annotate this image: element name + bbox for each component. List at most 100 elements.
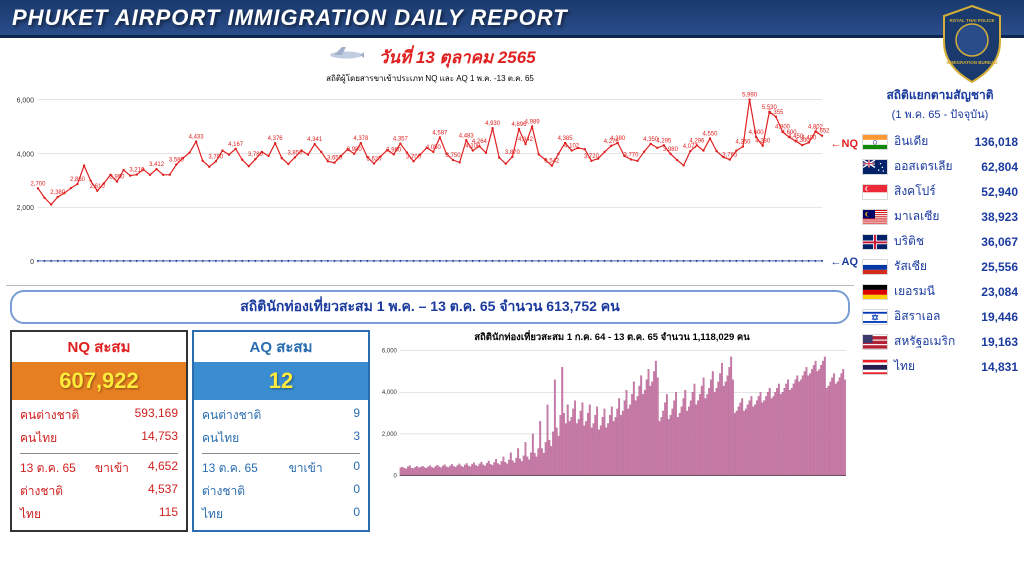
nationality-row: ไทย14,831 (862, 354, 1018, 379)
nq-total: 607,922 (12, 362, 186, 400)
svg-text:4,378: 4,378 (353, 136, 369, 142)
nationality-value: 14,831 (981, 360, 1018, 374)
nationality-title: สถิติแยกตามสัญชาติ (862, 86, 1018, 105)
svg-text:3,412: 3,412 (149, 162, 165, 168)
svg-text:4,342: 4,342 (518, 137, 534, 143)
svg-text:5,355: 5,355 (768, 110, 784, 116)
flag-icon (862, 234, 888, 250)
stat-row: ไทย115 (20, 503, 178, 526)
flag-icon (862, 184, 888, 200)
svg-text:4,077: 4,077 (683, 144, 699, 150)
aq-date: 13 ต.ค. 65 (202, 459, 258, 478)
aq-total: 12 (194, 362, 368, 400)
svg-text:3,870: 3,870 (505, 150, 521, 156)
svg-text:3,700: 3,700 (208, 154, 224, 160)
svg-text:4,102: 4,102 (564, 144, 580, 150)
svg-text:3,580: 3,580 (169, 158, 185, 164)
svg-text:3,780: 3,780 (248, 152, 264, 158)
svg-text:4,400: 4,400 (801, 136, 817, 142)
police-badge-icon: ROYAL THAI POLICE IMMIGRATION BUREAU (938, 4, 1006, 84)
nq-entry-label: ขาเข้า (95, 459, 129, 478)
svg-text:4,280: 4,280 (755, 139, 771, 145)
nationality-value: 62,804 (981, 160, 1018, 174)
stat-row: คนต่างชาติ9 (202, 404, 360, 427)
stat-row: ต่างชาติ0 (202, 480, 360, 503)
svg-text:3,650: 3,650 (327, 156, 343, 162)
nationality-name: สิงคโปร์ (894, 182, 981, 201)
svg-text:4,296: 4,296 (689, 138, 705, 144)
stat-row: คนไทย14,753 (20, 427, 178, 450)
nq-stat-box: NQ สะสม 607,922 คนต่างชาติ593,169คนไทย14… (10, 330, 188, 532)
svg-text:5,990: 5,990 (742, 93, 758, 99)
nationality-value: 25,556 (981, 260, 1018, 274)
nationality-row: สิงคโปร์52,940 (862, 179, 1018, 204)
aq-series-label: ←AQ (831, 256, 859, 268)
flag-icon (862, 284, 888, 300)
nationality-row: ออสเตรเลีย62,804 (862, 154, 1018, 179)
aq-entry-label: ขาเข้า (289, 459, 323, 478)
nq-series-label: ←NQ (831, 138, 859, 150)
svg-text:4,385: 4,385 (558, 136, 574, 142)
svg-text:2,610: 2,610 (90, 184, 106, 190)
nationality-value: 36,067 (981, 235, 1018, 249)
aq-box-title: AQ สะสม (194, 332, 368, 362)
svg-text:3,720: 3,720 (584, 154, 600, 160)
flag-icon (862, 359, 888, 375)
bar-chart-cumulative: 02,0004,0006,000 (374, 346, 850, 494)
chart2-title: สถิตินักท่องเที่ยวสะสม 1 ก.ค. 64 - 13 ต.… (374, 330, 850, 345)
nq-entry-value: 4,652 (148, 459, 178, 478)
svg-text:2,000: 2,000 (382, 432, 398, 438)
nationality-value: 38,923 (981, 210, 1018, 224)
svg-text:4,587: 4,587 (432, 130, 448, 136)
svg-text:2,950: 2,950 (110, 175, 126, 181)
svg-text:3,770: 3,770 (623, 152, 639, 158)
svg-text:4,380: 4,380 (610, 136, 626, 142)
nationality-value: 23,084 (981, 285, 1018, 299)
svg-text:3,210: 3,210 (129, 168, 145, 174)
svg-text:4,167: 4,167 (228, 142, 244, 148)
chart1-title: สถิติผู้โดยสารขาเข้าประเภท NQ และ AQ 1 พ… (6, 72, 854, 85)
nationality-name: รัสเซีย (894, 257, 981, 276)
nationality-value: 52,940 (981, 185, 1018, 199)
stat-row: คนต่างชาติ593,169 (20, 404, 178, 427)
svg-text:4,000: 4,000 (17, 151, 35, 158)
svg-text:4,550: 4,550 (703, 131, 719, 137)
date-row: วันที่ 13 ตุลาคม 2565 (6, 42, 854, 72)
svg-text:4,989: 4,989 (525, 120, 541, 126)
nationality-row: มาเลเซีย38,923 (862, 204, 1018, 229)
svg-text:2,700: 2,700 (31, 181, 47, 187)
nationality-name: บริติช (894, 232, 981, 251)
nationality-subtitle: (1 พ.ค. 65 - ปัจจุบัน) (862, 105, 1018, 123)
line-chart-nq-aq: 02,0004,0006,0002,7002,3802,8602,6102,95… (6, 86, 854, 285)
svg-text:4,652: 4,652 (815, 129, 831, 135)
nationality-row: บริติช36,067 (862, 229, 1018, 254)
nationality-row: อิสราเอล19,446 (862, 304, 1018, 329)
svg-text:3,700: 3,700 (406, 154, 422, 160)
nq-box-title: NQ สะสม (12, 332, 186, 362)
chart2-container: สถิตินักท่องเที่ยวสะสม 1 ก.ค. 64 - 13 ต.… (374, 330, 850, 532)
nationality-name: อิสราเอล (894, 307, 981, 326)
nationality-row: รัสเซีย25,556 (862, 254, 1018, 279)
svg-text:ROYAL THAI POLICE: ROYAL THAI POLICE (949, 18, 994, 23)
nq-date: 13 ต.ค. 65 (20, 459, 76, 478)
nationality-panel: สถิติแยกตามสัญชาติ (1 พ.ค. 65 - ปัจจุบัน… (860, 38, 1024, 576)
svg-text:3,620: 3,620 (367, 157, 383, 163)
svg-text:4,000: 4,000 (382, 390, 398, 396)
svg-text:2,000: 2,000 (17, 205, 35, 212)
airplane-icon (324, 44, 368, 71)
nationality-value: 19,446 (981, 310, 1018, 324)
svg-text:IMMIGRATION BUREAU: IMMIGRATION BUREAU (947, 60, 998, 65)
svg-text:2,860: 2,860 (70, 177, 86, 183)
flag-icon (862, 159, 888, 175)
stat-row: ไทย0 (202, 503, 360, 526)
nationality-value: 19,163 (981, 335, 1018, 349)
svg-text:6,000: 6,000 (17, 97, 35, 104)
aq-stat-box: AQ สะสม 12 คนต่างชาติ9คนไทย3 13 ต.ค. 65ข… (192, 330, 370, 532)
svg-text:3,960: 3,960 (386, 147, 402, 153)
aq-entry-value: 0 (353, 459, 360, 478)
cumulative-banner: สถิตินักท่องเที่ยวสะสม 1 พ.ค. – 13 ต.ค. … (10, 290, 850, 324)
page-title: PHUKET AIRPORT IMMIGRATION DAILY REPORT (12, 5, 568, 31)
svg-text:4,376: 4,376 (268, 136, 284, 142)
flag-icon (862, 334, 888, 350)
flag-icon (862, 259, 888, 275)
